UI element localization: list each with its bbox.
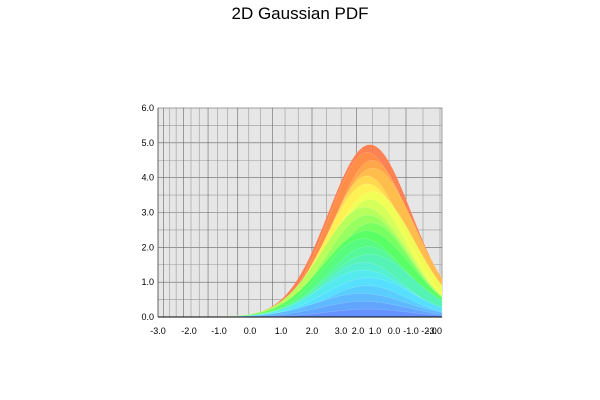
y-tick-label: 3.0 bbox=[141, 208, 154, 218]
x-tick-label-right: -3.0 bbox=[426, 326, 442, 336]
x-tick-label-right: -1.0 bbox=[403, 326, 419, 336]
x-tick-label-left: 3.0 bbox=[335, 326, 348, 336]
x-tick-label-left: -1.0 bbox=[211, 326, 227, 336]
x-tick-labels: -3.0 -2.0 -1.0 0.0 1.0 2.0 3.0 2.0 1.0 0.0 -1.0 -2.… bbox=[150, 326, 442, 336]
y-tick-label: 5.0 bbox=[141, 138, 154, 148]
surface-bands bbox=[158, 144, 443, 318]
y-tick-label: 6.0 bbox=[141, 103, 154, 113]
x-tick-label-right: 1.0 bbox=[369, 326, 382, 336]
x-tick-label-right: 0.0 bbox=[388, 326, 401, 336]
y-tick-label: 4.0 bbox=[141, 173, 154, 183]
chart-title: 2D Gaussian PDF bbox=[231, 4, 369, 23]
y-tick-label: 2.0 bbox=[141, 242, 154, 252]
x-tick-label-left: -3.0 bbox=[150, 326, 166, 336]
x-tick-label-left: 0.0 bbox=[244, 326, 257, 336]
x-tick-label-left: -2.0 bbox=[181, 326, 197, 336]
x-tick-label-right: 2.0 bbox=[352, 326, 365, 336]
y-tick-labels: 0.0 1.0 2.0 3.0 4.0 5.0 6.0 bbox=[141, 103, 154, 322]
y-tick-label: 1.0 bbox=[141, 277, 154, 287]
y-tick-label: 0.0 bbox=[141, 312, 154, 322]
x-tick-label-right: -2.0 bbox=[421, 326, 437, 336]
x-tick-label-left: 2.0 bbox=[306, 326, 319, 336]
x-tick-label-left: 1.0 bbox=[275, 326, 288, 336]
